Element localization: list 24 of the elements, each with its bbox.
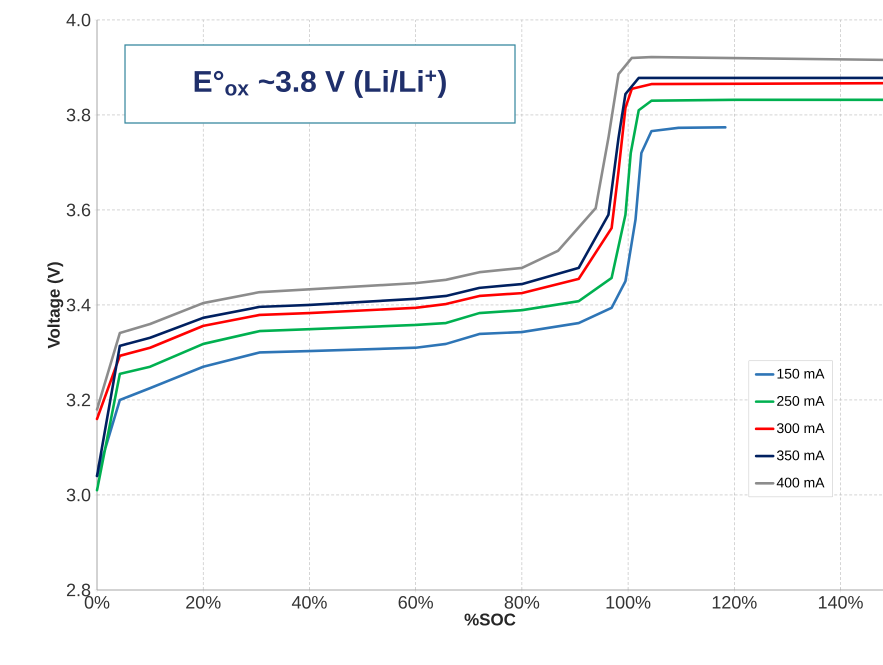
y-tick-label: 3.8: [66, 108, 90, 122]
annotation: E°$_{ox}$ ~3.8 V (Li/Li$^{+}$): [194, 70, 446, 98]
y-axis-title: Voltage (V): [47, 262, 64, 348]
legend-label: 250 mA: [777, 396, 824, 406]
y-tick-label: 2.8: [66, 584, 90, 596]
x-tick-label: 80%: [504, 596, 540, 609]
legend-label: 150 mA: [778, 368, 824, 379]
legend-label: 350 mA: [776, 450, 824, 460]
x-axis-title: %SOC: [464, 614, 516, 626]
y-tick-label: 4.0: [66, 14, 90, 26]
x-tick-label: 140%: [818, 596, 863, 609]
y-tick-label: 3.2: [66, 394, 90, 406]
y-tick-label: 3.0: [66, 488, 90, 502]
x-tick-label: 100%: [606, 596, 650, 609]
legend-label: 400 mA: [776, 478, 824, 488]
y-tick-label: 3.4: [66, 298, 90, 312]
x-tick-label: 40%: [292, 596, 327, 609]
x-tick-label: 120%: [712, 596, 757, 609]
y-tick-label: 3.6: [66, 204, 90, 216]
x-tick-label: 20%: [186, 596, 221, 609]
line-series: [96, 126, 727, 478]
legend-label: 300 mA: [776, 423, 824, 434]
x-tick-label: 0%: [84, 596, 110, 609]
x-tick-label: 60%: [398, 596, 433, 609]
